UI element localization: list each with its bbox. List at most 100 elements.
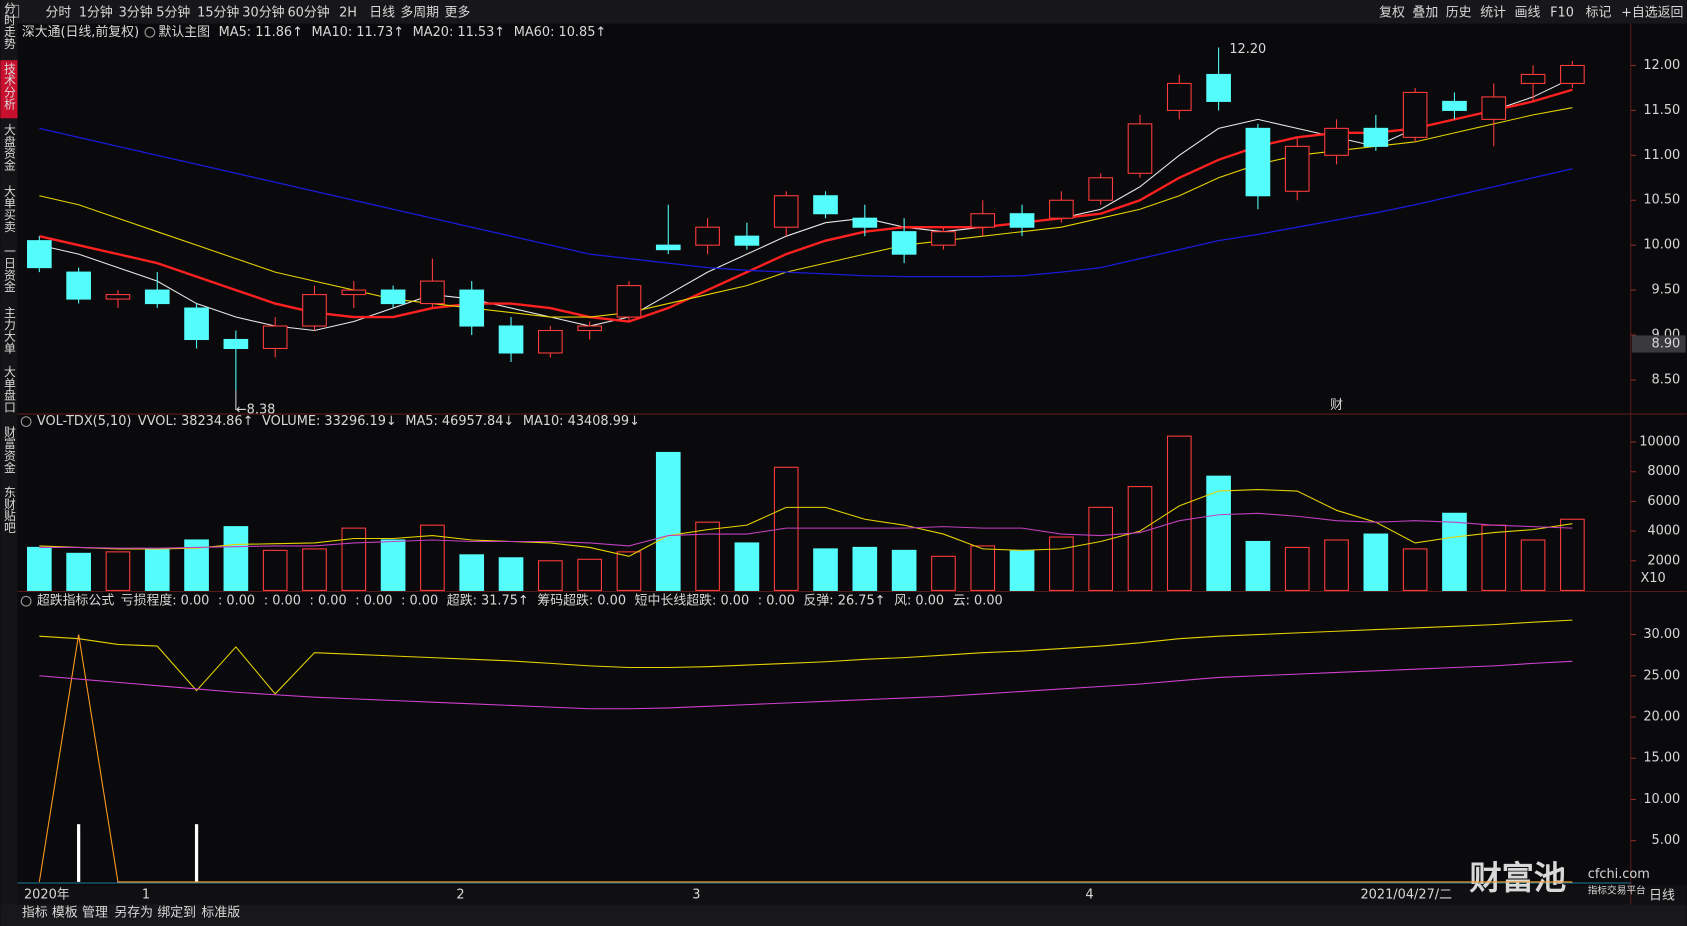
toolbar-button[interactable]: 返回 [1658, 5, 1684, 20]
y-tick-label: 8.50 [1652, 372, 1681, 387]
sidebar-tab[interactable]: 财富资金 [2, 425, 16, 473]
toolbar-tab[interactable]: 5分钟 [156, 4, 190, 20]
toolbar-tab[interactable]: 15分钟 [197, 4, 239, 20]
sidebar-tab[interactable]: 一日资金 [2, 245, 16, 292]
y-tick-label: 15.00 [1643, 751, 1680, 766]
legend-item: MA10: 11.73↑ [312, 25, 405, 40]
toolbar-button[interactable]: F10 [1550, 5, 1574, 20]
line [39, 512, 1573, 549]
toolbar-tab[interactable]: 日线 [369, 5, 395, 20]
line [38, 634, 1573, 883]
toolbar-button[interactable]: 历史 [1446, 5, 1472, 20]
sidebar-bg [0, 23, 18, 906]
sidebar-tab[interactable]: 主力大单 [2, 306, 16, 354]
volume-bar [616, 551, 642, 591]
bottom-tab[interactable]: 模板 [52, 906, 78, 921]
line [39, 88, 1573, 323]
x-tick-label: 3 [692, 887, 700, 902]
legend-item: 风: 0.00 [894, 594, 944, 609]
indicator-icon[interactable] [20, 416, 32, 427]
candle-body [262, 325, 288, 350]
toolbar-tab[interactable]: 1分钟 [79, 4, 113, 20]
bottom-tab[interactable]: 标准版 [201, 906, 240, 921]
candle-body [734, 235, 760, 246]
y-tick-label: 5.00 [1652, 833, 1681, 848]
line [39, 660, 1573, 710]
toolbar-button[interactable]: +自选 [1621, 5, 1658, 20]
legend-item: MA10: 43408.99↓ [523, 414, 640, 429]
toolbar-tab[interactable]: 30分钟 [242, 4, 284, 20]
legend-item: 反弹: 26.75↑ [804, 594, 886, 609]
y-tick-label: 12.00 [1643, 58, 1680, 73]
indicator-icon[interactable] [20, 595, 32, 607]
toolbar-tab[interactable]: 多周期 [400, 5, 439, 20]
candle-body [1442, 100, 1467, 111]
candle-body [66, 271, 91, 300]
candle-body [1324, 127, 1349, 156]
legend-item: 筹码超跌: 0.00 [537, 593, 626, 609]
candle-body [577, 325, 602, 332]
legend-item: : 0.00 [264, 594, 301, 609]
line [39, 107, 1573, 318]
legend-item: MA5: 11.86↑ [219, 25, 303, 40]
event-marker: 财 [1330, 398, 1343, 413]
y-tick-label: 11.00 [1643, 148, 1680, 163]
volume-bar [1520, 539, 1546, 591]
volume-bar [931, 555, 956, 591]
y-tick-label: 10.00 [1643, 238, 1680, 253]
toolbar-button[interactable]: 复权 [1379, 4, 1405, 20]
volume-bar [341, 527, 367, 591]
sidebar-tab[interactable]: 大单盘口 [2, 365, 16, 413]
candle-body [1481, 96, 1507, 120]
indicator-icon[interactable] [144, 26, 156, 38]
toolbar-tab[interactable]: 更多 [444, 5, 470, 20]
volume-bar [1166, 435, 1192, 591]
volume-bar [970, 545, 996, 591]
legend-item: : 0.00 [758, 594, 795, 609]
candle-body [931, 231, 956, 246]
volume-bar [1245, 540, 1271, 591]
sidebar-tab[interactable]: 大盘资金 [2, 123, 16, 171]
volume-bar [26, 546, 52, 591]
candle-body [1560, 64, 1585, 84]
toolbar-tab[interactable]: 2H [339, 5, 357, 20]
toolbar-tab[interactable]: 60分钟 [287, 4, 329, 20]
toolbar-tab[interactable]: 分时 [45, 5, 71, 20]
collapse-icon[interactable] [6, 4, 20, 18]
volume-bar [66, 552, 91, 591]
volume-bar [1560, 518, 1585, 591]
volume-bar [538, 560, 563, 591]
candle-body [105, 294, 131, 300]
sidebar-tab[interactable]: 大单买卖 [2, 184, 16, 232]
toolbar-button[interactable]: 画线 [1515, 5, 1541, 20]
legend-item: 亏损程度: 0.00 [121, 593, 210, 609]
candle-body [1245, 127, 1271, 197]
unit-label: X10 [1640, 571, 1665, 586]
y-tick-label: 10.50 [1643, 193, 1680, 208]
bottom-tab[interactable]: 绑定到 [157, 906, 196, 921]
bottom-tab[interactable]: 指标 [22, 906, 48, 921]
volume-bar [1127, 486, 1153, 591]
toolbar-tab[interactable]: 3分钟 [119, 4, 153, 20]
volume-bar [302, 548, 327, 591]
toolbar-button[interactable]: 标记 [1586, 5, 1612, 20]
signal-bar [77, 824, 81, 882]
candle-body [655, 244, 681, 251]
volume-bar [891, 549, 917, 591]
bottom-tab[interactable]: 管理 [82, 906, 108, 921]
volume-bar [1009, 549, 1035, 591]
sidebar-tab[interactable]: 技术分析 [2, 62, 16, 110]
sidebar-tab[interactable]: 东财贴吧 [2, 486, 16, 533]
bottom-tab[interactable]: 另存为 [114, 906, 153, 921]
candle-body [1206, 73, 1231, 102]
volume-bar [223, 526, 249, 591]
toolbar-button[interactable]: 叠加 [1412, 5, 1438, 20]
toolbar-button[interactable]: 统计 [1480, 5, 1506, 20]
y-tick-label: 4000 [1647, 524, 1680, 539]
candle-body [420, 280, 445, 305]
sidebar-tab[interactable]: 分时走势 [2, 2, 16, 49]
candle-body [852, 217, 878, 228]
volume-bar [577, 558, 602, 591]
volume-bar [1481, 524, 1507, 591]
